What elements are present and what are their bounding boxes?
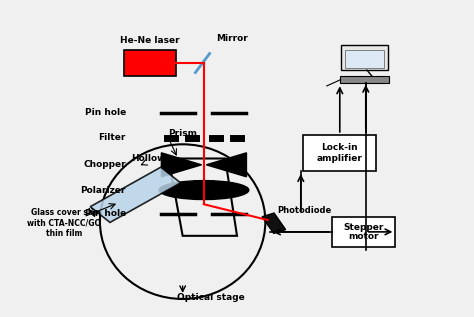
Polygon shape: [161, 153, 201, 177]
FancyBboxPatch shape: [303, 135, 376, 171]
Text: Photodiode: Photodiode: [277, 206, 331, 215]
Text: Optical stage: Optical stage: [177, 293, 245, 302]
FancyBboxPatch shape: [340, 76, 389, 83]
Ellipse shape: [159, 181, 249, 199]
Text: amplifier: amplifier: [317, 154, 363, 163]
Text: Stepper: Stepper: [343, 223, 383, 232]
Text: Prism: Prism: [168, 129, 198, 138]
Polygon shape: [90, 167, 181, 223]
Text: Glass cover slip
with CTA-NCC/GO
thin film: Glass cover slip with CTA-NCC/GO thin fi…: [27, 208, 101, 238]
Text: Hollow: Hollow: [131, 154, 165, 163]
Text: Polarizer: Polarizer: [81, 185, 126, 195]
Text: Chopper: Chopper: [83, 160, 126, 169]
Text: Mirror: Mirror: [216, 34, 247, 43]
Polygon shape: [262, 213, 286, 233]
Polygon shape: [206, 153, 246, 177]
Text: Pin hole: Pin hole: [85, 209, 126, 218]
FancyBboxPatch shape: [331, 217, 395, 247]
FancyBboxPatch shape: [341, 45, 388, 70]
Text: Lock-in: Lock-in: [321, 143, 358, 152]
Text: Filter: Filter: [99, 133, 126, 142]
Text: Pin hole: Pin hole: [85, 108, 126, 117]
Text: motor: motor: [348, 232, 379, 241]
FancyBboxPatch shape: [124, 50, 175, 76]
Text: He-Ne laser: He-Ne laser: [120, 36, 179, 45]
FancyBboxPatch shape: [345, 50, 384, 68]
